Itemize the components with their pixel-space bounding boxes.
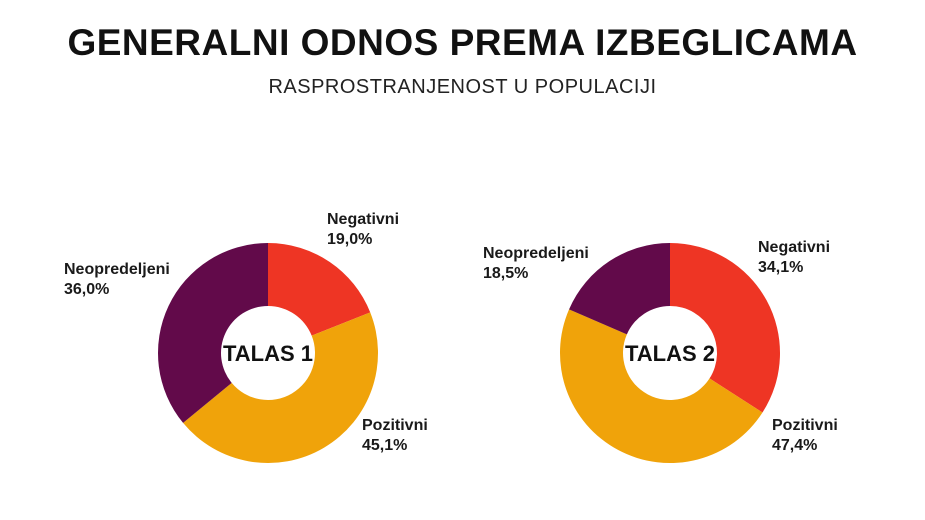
donut-slice-pozitivni: [560, 309, 763, 463]
donut-center-label: TALAS 1: [223, 341, 313, 366]
donut-center-label: TALAS 2: [625, 341, 715, 366]
slice-label: Neopredeljeni: [483, 245, 589, 262]
slice-label: Pozitivni: [772, 417, 838, 434]
slice-value-label: 45,1%: [362, 437, 407, 454]
donut-slice-negativni: [268, 243, 371, 336]
slice-value-label: 19,0%: [327, 231, 372, 248]
donut-slice-neopredeljeni: [569, 243, 670, 335]
chart-subtitle: RASPROSTRANJENOST U POPULACIJI: [268, 76, 657, 98]
slice-label: Pozitivni: [362, 417, 428, 434]
slice-value-label: 47,4%: [772, 437, 817, 454]
chart-title: GENERALNI ODNOS PREMA IZBEGLICAMA: [67, 22, 858, 63]
donut-slice-neopredeljeni: [158, 243, 268, 423]
slice-label: Negativni: [327, 211, 399, 228]
donut-slice-negativni: [670, 243, 780, 413]
donut-slice-pozitivni: [183, 312, 378, 463]
slice-value-label: 36,0%: [64, 281, 109, 298]
slice-value-label: 34,1%: [758, 259, 803, 276]
slice-value-label: 18,5%: [483, 265, 528, 282]
slice-label: Negativni: [758, 239, 830, 256]
slice-label: Neopredeljeni: [64, 261, 170, 278]
